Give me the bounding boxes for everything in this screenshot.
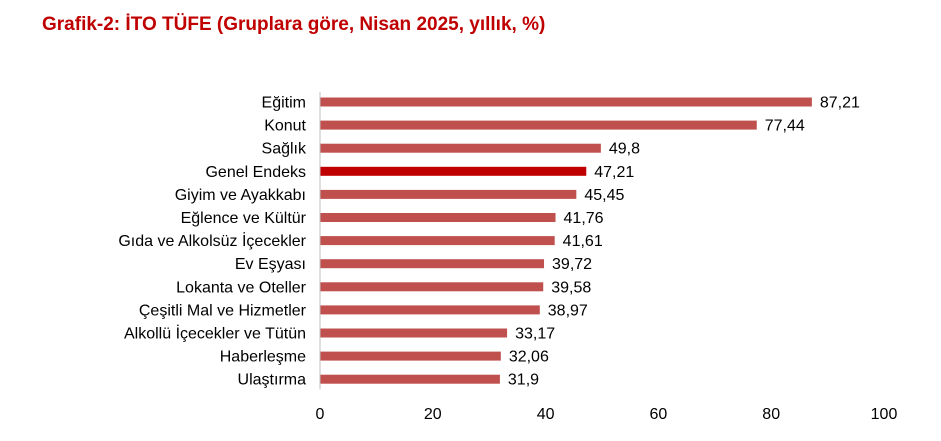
bar-5 xyxy=(320,213,556,222)
category-label-4: Giyim ve Ayakkabı xyxy=(175,187,306,204)
category-label-2: Sağlık xyxy=(262,141,307,158)
x-tick-label-0: 0 xyxy=(316,406,325,423)
category-label-8: Lokanta ve Oteller xyxy=(176,279,307,296)
x-tick-label-5: 100 xyxy=(871,406,898,423)
value-label-0: 87,21 xyxy=(820,95,860,112)
value-label-11: 32,06 xyxy=(509,349,549,366)
bar-8 xyxy=(320,282,544,292)
value-label-9: 38,97 xyxy=(548,302,588,319)
value-label-7: 39,72 xyxy=(552,256,592,273)
value-label-2: 49,8 xyxy=(609,141,640,158)
x-tick-label-2: 40 xyxy=(537,406,555,423)
x-tick-labels-group: 0 20 40 60 80 100 xyxy=(316,406,898,423)
bar-6 xyxy=(320,236,555,246)
category-label-0: Eğitim xyxy=(262,95,306,112)
bar-2 xyxy=(320,143,601,153)
value-label-6: 41,61 xyxy=(563,233,603,250)
category-label-1: Konut xyxy=(264,118,306,135)
bar-9 xyxy=(320,305,540,315)
bar-3 xyxy=(320,166,587,176)
category-label-10: Alkollü İçecekler ve Tütün xyxy=(124,324,306,343)
bar-10 xyxy=(320,328,508,338)
bar-12 xyxy=(320,374,500,384)
category-label-5: Eğlence ve Kültür xyxy=(181,210,307,227)
value-label-3: 47,21 xyxy=(594,164,634,181)
category-label-9: Çeşitli Mal ve Hizmetler xyxy=(139,302,307,319)
x-tick-label-4: 80 xyxy=(762,406,780,423)
value-label-4: 45,45 xyxy=(584,187,624,204)
value-label-5: 41,76 xyxy=(564,210,604,227)
category-labels-group: Eğitim Konut Sağlık Genel Endeks Giyim ve Ay… xyxy=(118,95,307,389)
value-labels-group: 87,21 77,44 49,8 47,21 45,45 41,76 41,61 39,72 3… xyxy=(508,95,860,389)
x-tick-label-1: 20 xyxy=(424,406,442,423)
bar-0 xyxy=(320,97,812,107)
chart-title: Grafik-2: İTO TÜFE (Gruplara göre, Nisan… xyxy=(42,14,546,35)
category-label-12: Ulaştırma xyxy=(238,372,307,389)
category-label-3: Genel Endeks xyxy=(205,164,306,181)
x-tick-label-3: 60 xyxy=(650,406,668,423)
value-label-1: 77,44 xyxy=(765,118,805,135)
bar-4 xyxy=(320,189,577,199)
value-label-10: 33,17 xyxy=(515,326,555,343)
category-label-11: Haberleşme xyxy=(220,349,306,366)
value-label-12: 31,9 xyxy=(508,372,539,389)
bars-group xyxy=(320,97,812,384)
category-label-7: Ev Eşyası xyxy=(235,256,306,273)
value-label-8: 39,58 xyxy=(551,279,591,296)
bar-7 xyxy=(320,259,545,269)
bar-11 xyxy=(320,351,501,361)
bar-1 xyxy=(320,120,757,130)
category-label-6: Gıda ve Alkolsüz İçecekler xyxy=(118,231,306,250)
